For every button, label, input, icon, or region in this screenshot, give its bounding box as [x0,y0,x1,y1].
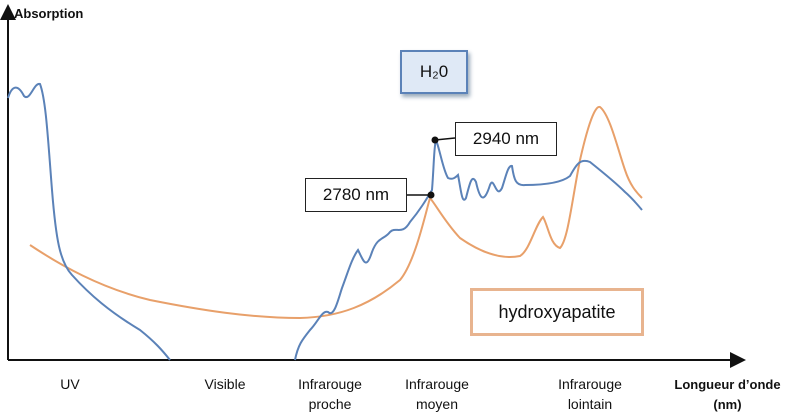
x-axis-label-line: (nm) [713,397,742,412]
region-label: Infrarouge moyen [405,376,469,412]
connector [434,137,456,141]
region-label: UV [60,376,80,392]
peak-label: 2780 nm [305,178,407,212]
hydroxyapatite-label: hydroxyapatite [470,288,644,336]
region-label: Infrarouge lointain [558,376,622,412]
water-label: H₂0 [400,50,468,94]
water-curve [7,82,643,361]
peak-label: 2940 nm [455,122,557,156]
x-axis-label: Longueur d’onde (nm) [655,375,800,415]
y-axis-label: Absorption [14,6,84,21]
hydroxyapatite-curve [29,106,643,320]
region-label: Infrarouge proche [298,376,362,412]
x-axis-label-line: Longueur d’onde [674,377,781,392]
region-label: Visible [204,376,246,392]
